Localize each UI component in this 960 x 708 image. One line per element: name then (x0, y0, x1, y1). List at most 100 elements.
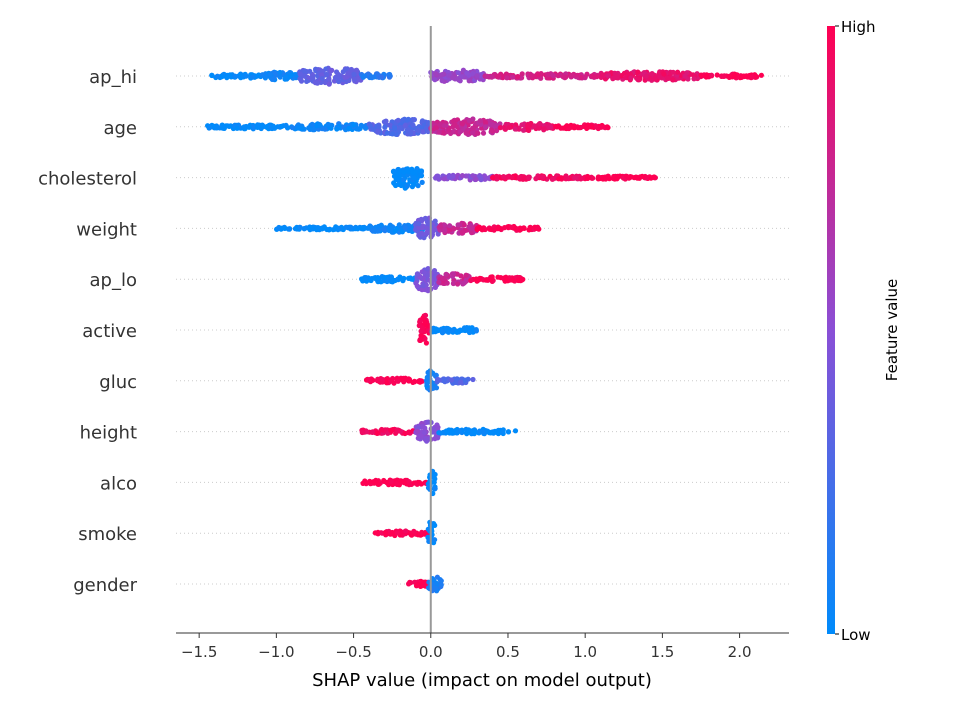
shap-point (442, 227, 448, 233)
shap-point (433, 372, 439, 378)
shap-point (488, 430, 494, 436)
shap-point (381, 274, 387, 280)
x-tick-label: 1.5 (650, 643, 674, 661)
shap-point (661, 71, 667, 77)
shap-point (572, 175, 578, 181)
shap-point (439, 78, 445, 84)
shap-point (537, 121, 543, 127)
feature-swarm-ap-hi (209, 65, 765, 87)
shap-point (400, 375, 406, 381)
shap-point (234, 125, 240, 131)
shap-point (435, 376, 441, 382)
shap-point (516, 175, 522, 181)
shap-point (443, 428, 449, 434)
shap-point (441, 176, 447, 182)
shap-point (433, 585, 439, 591)
shap-point (437, 122, 443, 128)
feature-swarm-cholesterol (390, 166, 659, 191)
shap-point (550, 176, 556, 182)
shap-point (304, 78, 310, 84)
shap-point (369, 75, 375, 81)
shap-point (432, 537, 438, 543)
shap-point (401, 169, 407, 175)
colorbar-low-label: Low (841, 626, 871, 644)
shap-point (628, 75, 634, 81)
x-tick-label: 0.5 (496, 643, 520, 661)
shap-point (379, 426, 385, 433)
shap-point (388, 478, 394, 485)
shap-point (418, 216, 424, 222)
shap-point (423, 340, 429, 346)
shap-point (346, 77, 352, 84)
shap-point (440, 275, 446, 282)
shap-point (270, 76, 276, 82)
shap-point (420, 423, 426, 429)
shap-point (480, 130, 487, 136)
shap-point (259, 123, 265, 129)
shap-point (461, 222, 467, 228)
shap-point (329, 67, 335, 73)
shap-point (432, 522, 438, 529)
shap-point (652, 76, 658, 82)
shap-point (454, 430, 460, 436)
shap-point (758, 72, 765, 78)
shap-point (393, 182, 399, 189)
shap-point (550, 73, 556, 79)
shap-point (684, 70, 690, 76)
x-tick-label: 0.0 (419, 643, 443, 661)
shap-point (484, 175, 490, 181)
shap-point (355, 226, 361, 232)
shap-point (422, 215, 428, 221)
shap-point (484, 73, 490, 79)
shap-point (307, 225, 313, 231)
shap-point (740, 73, 747, 79)
shap-point (416, 479, 423, 486)
shap-point (505, 429, 512, 435)
shap-point (606, 176, 613, 182)
shap-point (473, 276, 479, 282)
shap-point (420, 315, 426, 321)
shap-point (279, 225, 285, 231)
shap-point (277, 74, 283, 80)
shap-point (675, 69, 681, 75)
shap-point (510, 277, 516, 283)
shap-point (670, 77, 676, 83)
shap-point (493, 123, 500, 129)
shap-point (459, 173, 465, 179)
shap-point (468, 277, 474, 284)
shap-point (376, 481, 382, 487)
shap-point (425, 272, 431, 278)
shap-point (455, 70, 461, 76)
shap-point (397, 274, 403, 280)
shap-point (732, 73, 738, 79)
shap-point (415, 183, 421, 189)
shap-point (623, 173, 630, 179)
shap-point (665, 75, 672, 81)
shap-point (220, 125, 226, 131)
shap-point (207, 124, 213, 130)
shap-point (443, 271, 449, 277)
shap-point (461, 325, 468, 331)
shap-point (315, 225, 321, 231)
shap-point (438, 578, 444, 584)
shap-point (411, 175, 417, 181)
shap-point (466, 427, 472, 433)
shap-point (435, 424, 441, 430)
feature-swarm-height (359, 419, 519, 444)
shap-point (515, 74, 521, 80)
shap-point (388, 278, 394, 284)
shap-point (283, 74, 289, 80)
shap-point (495, 73, 501, 79)
shap-point (425, 369, 431, 376)
x-tick-label: −0.5 (335, 643, 371, 661)
shap-point (419, 325, 426, 331)
shap-point (394, 480, 400, 487)
shap-point (314, 80, 321, 86)
shap-point (279, 123, 285, 129)
feature-label-gender: gender (73, 575, 137, 596)
shap-point (432, 486, 438, 492)
shap-point (355, 126, 361, 132)
shap-point (384, 380, 390, 386)
shap-point (482, 124, 489, 130)
